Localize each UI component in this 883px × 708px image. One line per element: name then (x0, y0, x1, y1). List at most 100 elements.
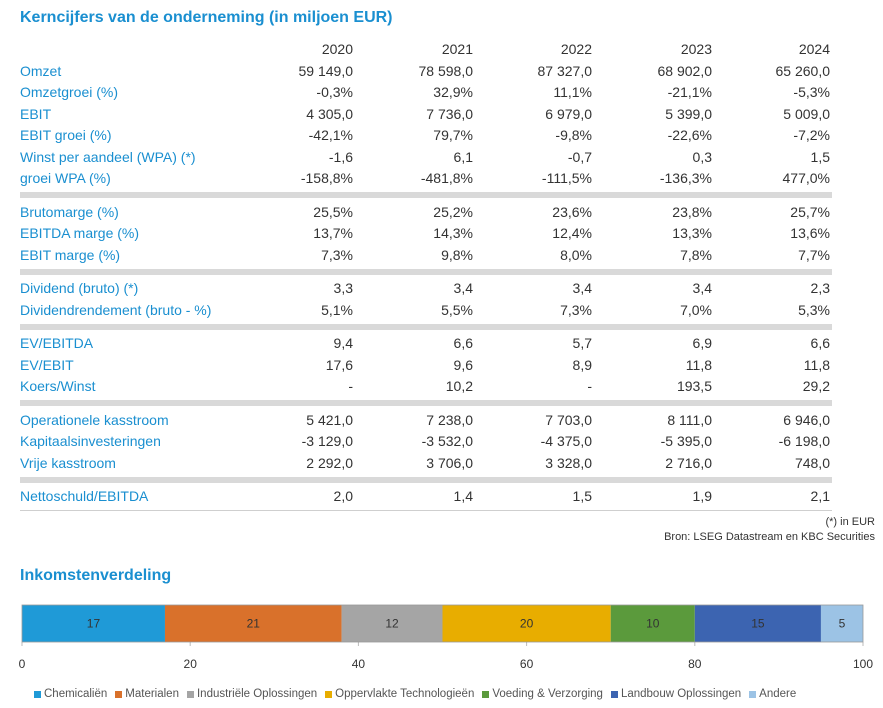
table-row: Vrije kasstroom 2 292,0 3 706,0 3 328,0 2 71… (20, 452, 832, 474)
cell: 1,9 (692, 488, 712, 504)
bar-segment (694, 605, 821, 642)
row-label: Dividend (bruto) (*) (20, 280, 139, 296)
table-row: Brutomarge (%) 25,5% 25,2% 23,6% 23,8% 25,7% (20, 201, 832, 223)
table-row: Nettoschuld/EBITDA 2,0 1,4 1,5 1,9 2,1 (20, 486, 832, 508)
legend-swatch (34, 690, 41, 698)
cell: 13,3% (672, 225, 712, 241)
cell: 3 328,0 (545, 454, 592, 471)
legend-swatch (749, 690, 757, 698)
table-row: EBITDA marge (%) 13,7% 14,3% 12,4% 13,3% 13,6… (20, 223, 832, 245)
row-label: Winst per aandeel (WPA) (*) (20, 148, 196, 165)
row-label: groei WPA (%) (20, 170, 111, 186)
cell: 8,0% (560, 246, 592, 263)
legend-swatch (325, 690, 333, 698)
table-row: Kapitaalsinvesteringen -3 129,0 -3 532,0 -4… (20, 431, 832, 453)
cell: 5,5% (441, 301, 473, 318)
cell: 14,3% (433, 225, 473, 241)
cell: -6 198,0 (778, 433, 830, 449)
cell: 29,2 (802, 378, 830, 394)
x-tick-label: 100 (853, 657, 873, 671)
cell: 5,7 (572, 335, 592, 351)
legend-swatch (186, 690, 194, 698)
row-label: Operationele kasstroom (20, 411, 169, 428)
x-tick-label: 40 (352, 657, 366, 671)
cell: 4 305,0 (306, 105, 353, 122)
cell: 7,7% (798, 246, 830, 263)
cell: -42,1% (308, 127, 353, 143)
table-row: EBIT marge (%) 7,3% 9,8% 8,0% 7,8% 7,7% (20, 244, 832, 266)
cell: 23,8% (672, 203, 712, 220)
legend-item: Landbouw Oplossingen (610, 688, 741, 700)
legend-label: Andere (759, 688, 797, 700)
cell: 6 979,0 (545, 105, 592, 122)
legend-item: Industriële Oplossingen (186, 688, 318, 700)
cell: 1,5 (810, 148, 830, 165)
cell: -7,2% (793, 127, 830, 143)
cell: 748,0 (794, 454, 830, 471)
cell: 59 149,0 (298, 62, 354, 79)
column-header: 2021 (441, 40, 473, 57)
cell: -4 375,0 (540, 433, 592, 449)
table-end-line (20, 510, 832, 511)
table-row: Omzet 59 149,0 78 598,0 87 327,0 68 902,0 65 … (20, 60, 832, 82)
cell: 5 399,0 (665, 105, 712, 122)
data-label: 5 (839, 617, 846, 631)
cell: -158,8% (300, 170, 353, 186)
cell: 7 238,0 (426, 411, 473, 428)
cell: 79,7% (433, 127, 473, 143)
x-tick-label: 0 (19, 657, 26, 671)
row-label: Brutomarge (%) (20, 203, 119, 220)
group-separator (20, 192, 832, 198)
legend-label: Voeding & Verzorging (492, 688, 603, 700)
cell: 7,0% (680, 301, 712, 318)
cell: 12,4% (552, 225, 592, 241)
group-separator (20, 400, 832, 406)
bar-segment (164, 605, 342, 642)
cell: 0,3 (692, 148, 712, 165)
legend-label: Industriële Oplossingen (196, 688, 318, 700)
table-row: Operationele kasstroom 5 421,0 7 238,0 7 70… (20, 409, 832, 431)
cell: 6,1 (453, 148, 473, 165)
bar-segment (820, 605, 863, 642)
table-row: EV/EBIT 17,6 9,6 8,9 11,8 11,8 (20, 354, 832, 376)
bar-segment (341, 605, 443, 642)
x-tick-label: 60 (520, 657, 534, 671)
row-label: Koers/Winst (20, 378, 96, 394)
cell: -136,3% (659, 170, 712, 186)
table-row: Winst per aandeel (WPA) (*) -1,6 6,1 -0,7 0,… (20, 146, 832, 168)
table-title: Kerncijfers van de onderneming (in miljo… (20, 9, 393, 26)
table-row: EBIT 4 305,0 7 736,0 6 979,0 5 399,0 5 009,0 (20, 103, 832, 125)
cell: - (348, 378, 353, 394)
cell: 2 716,0 (665, 454, 712, 471)
legend-item: Voeding & Verzorging (482, 688, 603, 700)
cell: 3,4 (692, 280, 712, 296)
legend-label: Oppervlakte Technologieën (335, 688, 475, 700)
column-header: 2024 (798, 40, 830, 57)
cell: 7,3% (560, 301, 592, 318)
cell: 25,7% (790, 203, 830, 220)
note: (*) in EUR (825, 516, 875, 528)
cell: 7,3% (321, 246, 353, 263)
cell: 3,4 (572, 280, 592, 296)
group-separator (20, 476, 832, 483)
cell: 2,1 (810, 488, 830, 504)
data-label: 10 (646, 617, 660, 631)
cell: 8,9 (572, 356, 592, 373)
cell: 17,6 (325, 356, 353, 373)
row-label: Vrije kasstroom (20, 454, 116, 471)
cell: 87 327,0 (537, 62, 593, 79)
cell: -21,1% (667, 84, 712, 100)
cell: -9,8% (555, 127, 592, 143)
chart-title: Inkomstenverdeling (20, 567, 172, 584)
cell: 2,0 (333, 488, 353, 504)
cell: 3 706,0 (426, 454, 473, 471)
cell: 6,6 (810, 335, 830, 351)
x-tick-label: 80 (688, 657, 702, 671)
bar-outline (21, 604, 864, 643)
cell: 32,9% (433, 84, 473, 100)
cell: 13,7% (313, 225, 353, 241)
cell: 13,6% (790, 225, 830, 241)
bar-segment (442, 605, 611, 642)
cell: 7,8% (680, 246, 712, 263)
table-row: Dividendrendement (bruto - %) 5,1% 5,5% 7,3… (20, 299, 832, 321)
